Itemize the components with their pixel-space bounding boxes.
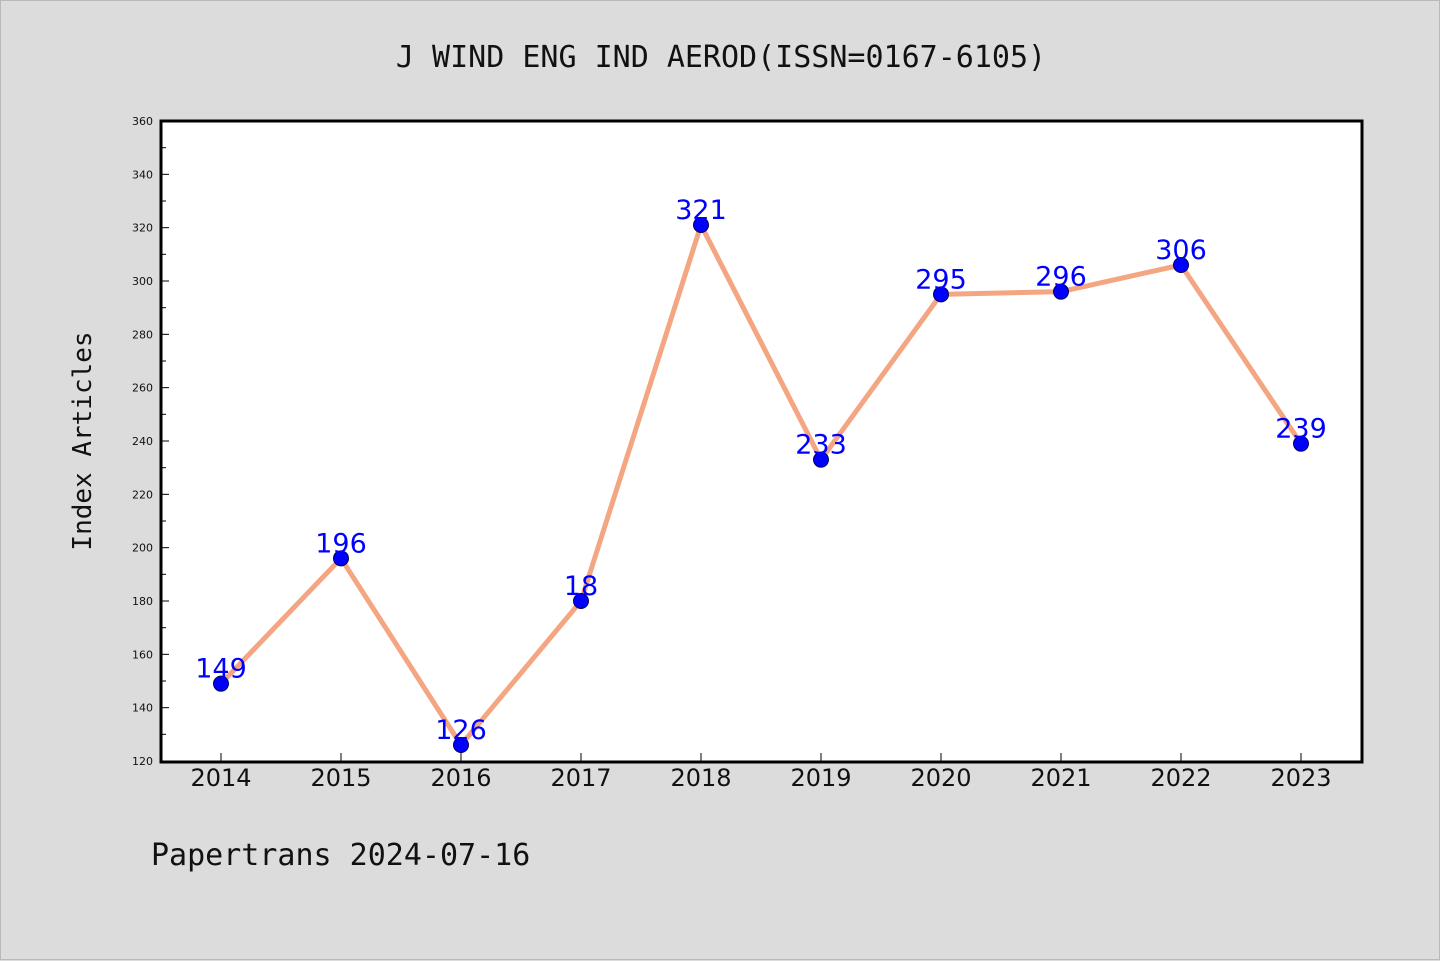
data-label: 233 bbox=[795, 430, 847, 461]
x-tick-label: 2017 bbox=[550, 764, 611, 792]
y-tick-label: 280 bbox=[132, 328, 153, 341]
data-label: 296 bbox=[1035, 262, 1087, 293]
x-tick-label: 2015 bbox=[310, 764, 371, 792]
data-label: 306 bbox=[1155, 235, 1207, 266]
y-axis-label: Index Articles bbox=[68, 331, 98, 550]
x-tick-label: 2022 bbox=[1150, 764, 1211, 792]
x-tick-label: 2019 bbox=[790, 764, 851, 792]
y-tick-label: 180 bbox=[132, 595, 153, 608]
x-tick-label: 2014 bbox=[190, 764, 251, 792]
y-tick-label: 320 bbox=[132, 222, 153, 235]
y-tick-label: 140 bbox=[132, 702, 153, 715]
y-tick-label: 120 bbox=[132, 755, 153, 768]
data-point-marker bbox=[813, 451, 829, 468]
y-tick-label: 220 bbox=[132, 488, 153, 501]
x-tick-label: 2021 bbox=[1030, 764, 1091, 792]
y-tick-label: 360 bbox=[132, 115, 153, 128]
data-point-marker bbox=[1173, 257, 1189, 273]
plot-area bbox=[159, 119, 1364, 764]
data-point-marker bbox=[1293, 435, 1309, 452]
data-label: 149 bbox=[195, 654, 247, 685]
data-point-marker bbox=[213, 675, 229, 692]
y-tick-label: 200 bbox=[132, 542, 153, 555]
data-label: 18 bbox=[564, 571, 598, 602]
chart-title: J WIND ENG IND AEROD(ISSN=0167-6105) bbox=[396, 40, 1046, 75]
y-tick-label: 260 bbox=[132, 382, 153, 395]
x-tick-label: 2018 bbox=[670, 764, 731, 792]
data-point-marker bbox=[453, 737, 469, 753]
y-axis-ticks: 120 140 160 180 200 220 240 260 280 300 320 340 360 bbox=[132, 115, 169, 768]
data-point-marker bbox=[933, 286, 949, 303]
y-tick-label: 240 bbox=[132, 435, 153, 448]
y-tick-label: 300 bbox=[132, 275, 153, 288]
data-point-marker bbox=[693, 217, 709, 233]
y-tick-label: 340 bbox=[132, 168, 153, 181]
data-labels: 149 196 126 18 321 233 295 296 306 239 bbox=[195, 195, 1327, 746]
data-point-marker bbox=[573, 593, 589, 609]
data-label: 126 bbox=[435, 715, 487, 746]
x-tick-label: 2023 bbox=[1270, 764, 1331, 792]
data-point-marker bbox=[333, 550, 349, 567]
data-label: 196 bbox=[315, 528, 367, 559]
x-tick-label: 2020 bbox=[910, 764, 971, 792]
data-label: 321 bbox=[675, 195, 727, 226]
x-tick-label: 2016 bbox=[430, 764, 491, 792]
footer-source-date: Papertrans 2024-07-16 bbox=[151, 838, 530, 873]
y-tick-label: 160 bbox=[132, 648, 153, 661]
series-line bbox=[218, 222, 1304, 748]
data-label: 239 bbox=[1275, 414, 1327, 445]
x-axis-ticks: 2014 2015 2016 2017 2018 2019 2020 2021 2022 2023 bbox=[190, 753, 1332, 792]
data-label: 295 bbox=[915, 264, 967, 295]
data-points bbox=[213, 217, 1309, 753]
series-line-group bbox=[218, 222, 1304, 748]
data-point-marker bbox=[1053, 283, 1069, 300]
